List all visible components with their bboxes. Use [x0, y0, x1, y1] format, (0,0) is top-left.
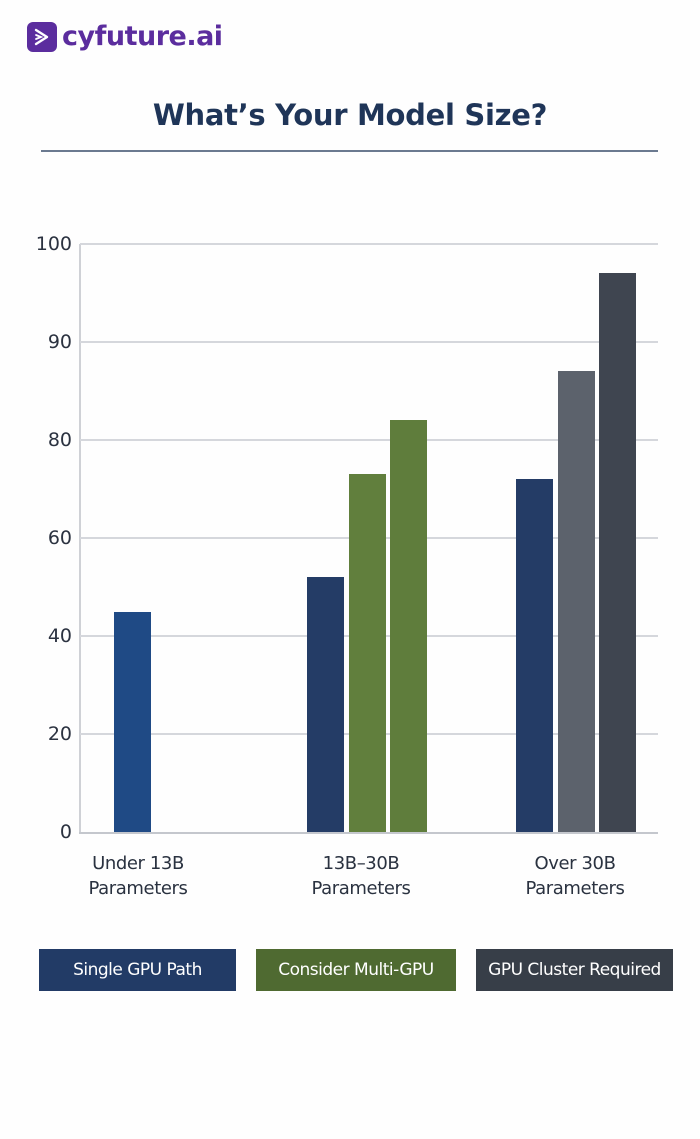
bar: [349, 474, 386, 832]
bar: [558, 371, 595, 832]
title-divider: [41, 150, 658, 152]
x-category-label: Under 13B Parameters: [88, 853, 188, 899]
x-axis-line: [79, 832, 658, 834]
gridline: [80, 243, 658, 245]
gridline: [80, 341, 658, 343]
bar: [599, 273, 636, 832]
y-tick-label: 90: [47, 331, 72, 353]
page-title: What’s Your Model Size?: [152, 98, 548, 132]
play-arrow-icon: [27, 22, 57, 52]
legend-item: Single GPU Path: [39, 949, 236, 991]
bar: [114, 611, 151, 832]
brand-name: cyfuture.ai: [62, 21, 223, 52]
bar: [516, 479, 553, 832]
x-category-label: Over 30B Parameters: [525, 853, 625, 899]
gridline: [80, 439, 658, 441]
y-tick-label: 100: [35, 233, 72, 255]
y-tick-label: 40: [47, 625, 72, 647]
y-tick-label: 80: [47, 429, 72, 451]
y-tick-label: 20: [47, 723, 72, 745]
y-tick-label: 0: [59, 821, 72, 843]
bar: [307, 577, 344, 832]
x-category-label: 13B–30B Parameters: [311, 853, 411, 899]
legend-item: Consider Multi-GPU: [256, 949, 456, 991]
y-tick-label: 60: [47, 527, 72, 549]
bar: [390, 420, 427, 832]
legend-item: GPU Cluster Required: [476, 949, 673, 991]
brand-logo: cyfuture.ai: [27, 22, 223, 52]
